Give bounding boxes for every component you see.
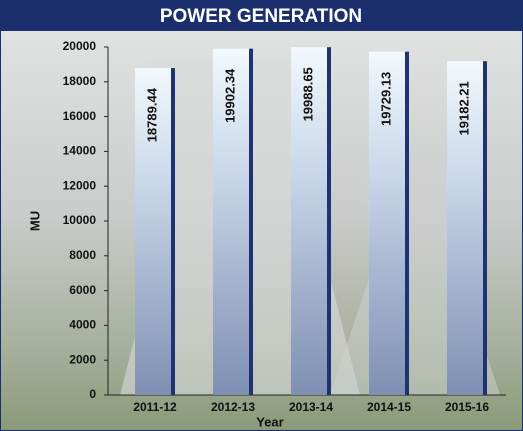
y-tick-label: 4000 (69, 318, 96, 332)
y-tick-label: 12000 (63, 178, 97, 192)
bar-edge (405, 52, 409, 395)
bar-edge (483, 61, 487, 395)
x-tick-label: 2013-14 (289, 400, 333, 414)
bar-edge (171, 68, 175, 395)
chart: POWER GENERATION MU Year 0 2000 4000 6000 80… (0, 0, 523, 431)
y-tick-label: 0 (89, 387, 96, 401)
y-tick-label: 6000 (69, 283, 96, 297)
y-tick-label: 16000 (63, 109, 97, 123)
y-tick-label: 8000 (69, 248, 96, 262)
x-tick-label: 2014-15 (367, 400, 411, 414)
x-tick-label: 2011-12 (133, 400, 177, 414)
value-label: 19182.21 (456, 81, 471, 135)
y-tick-label: 14000 (63, 144, 97, 158)
x-tick-label: 2012-13 (211, 400, 255, 414)
chart-title: POWER GENERATION (160, 6, 362, 27)
bar-edge (327, 47, 331, 395)
x-tick-label: 2015-16 (445, 400, 489, 414)
y-axis-title: MU (27, 211, 42, 231)
y-tick-label: 20000 (63, 39, 97, 53)
value-label: 19988.65 (300, 67, 315, 121)
x-axis-title: Year (256, 414, 283, 429)
y-tick-label: 2000 (69, 352, 96, 366)
value-label: 18789.44 (144, 87, 159, 142)
bar-edge (249, 49, 253, 395)
y-tick-label: 18000 (63, 74, 97, 88)
value-label: 19902.34 (222, 68, 237, 123)
y-tick-label: 10000 (63, 213, 97, 227)
value-label: 19729.13 (378, 72, 393, 126)
